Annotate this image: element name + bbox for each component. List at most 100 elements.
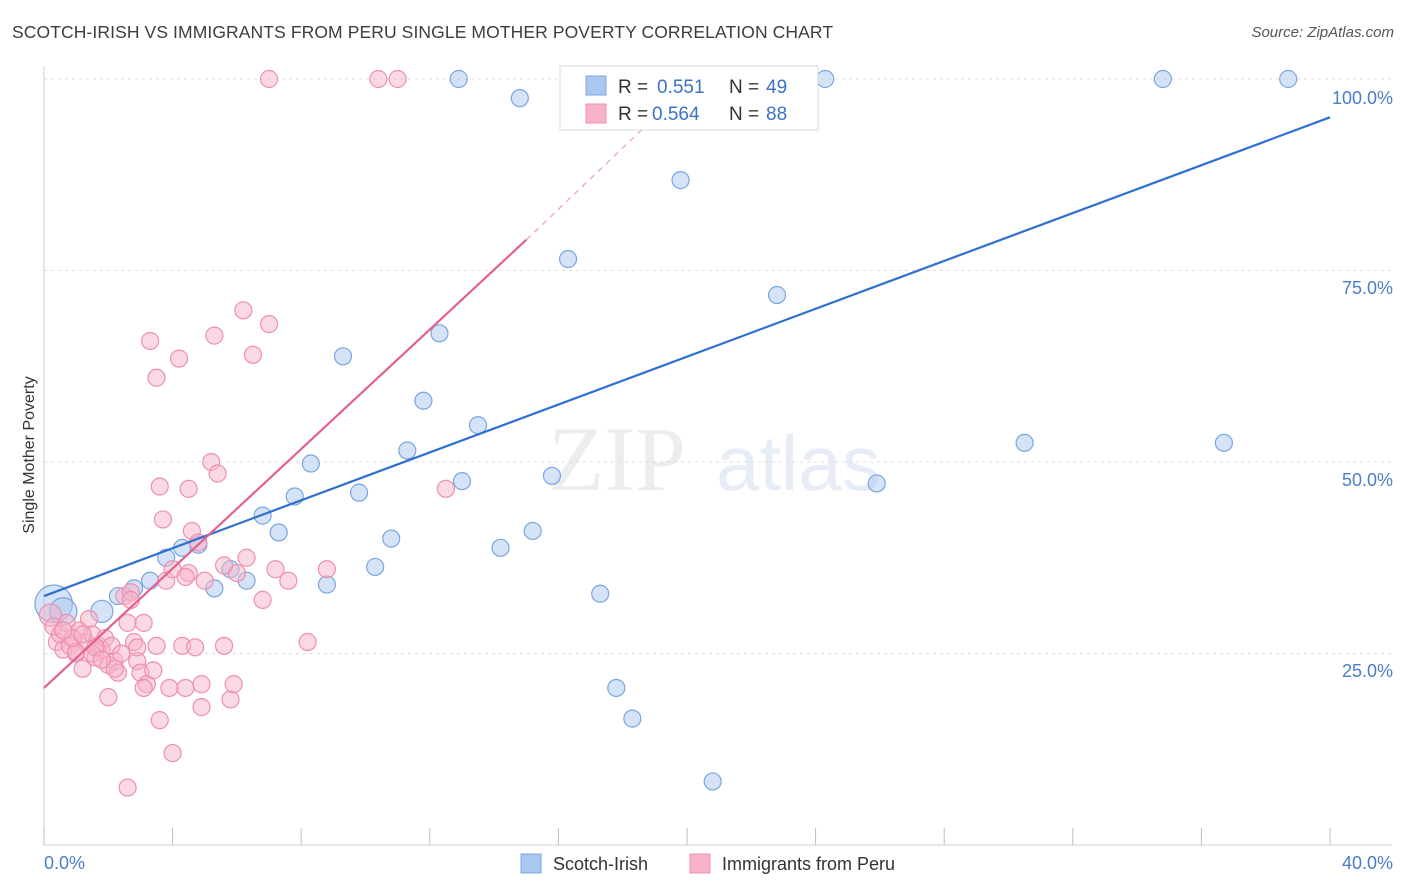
data-point [134,613,153,632]
data-point [349,483,369,502]
data-point [153,510,173,529]
data-point [398,441,417,460]
data-point [105,659,124,678]
data-point [369,69,388,89]
legend-n-label-1: N = [729,104,759,125]
legend-r-label-0: R = [618,77,648,98]
data-point [491,538,510,557]
chart-title: SCOTCH-IRISH VS IMMIGRANTS FROM PERU SIN… [12,22,834,42]
legend-r-value-0: 0.551 [657,77,705,98]
trend-line-1 [43,239,527,689]
data-point [430,324,449,343]
data-point [1153,69,1172,89]
data-point [224,675,243,694]
watermark-zip: ZIP [548,408,686,510]
y-axis-label: Single Mother Poverty [21,376,38,533]
data-point [208,464,227,483]
data-point [301,454,320,473]
trend-line-0 [43,116,1331,598]
data-point [147,368,166,387]
data-point [214,636,234,655]
legend-n-label-0: N = [729,77,759,98]
data-point [317,575,337,594]
data-point [767,285,787,305]
data-point [607,678,626,698]
axes [43,66,1392,846]
data-point [449,69,468,89]
data-point [703,772,722,791]
data-point [134,678,153,698]
data-point [147,636,166,655]
data-point [221,690,240,709]
y-tick-75: 75.0% [1342,278,1393,298]
data-point [867,474,886,493]
data-point [163,743,182,763]
data-point [333,347,353,366]
legend-r-value-1: 0.564 [652,104,700,125]
data-point [269,523,288,542]
data-point [140,571,160,590]
data-point [436,479,455,498]
data-point [414,391,433,410]
data-point [92,650,111,669]
legend-box: R = 0.551 N = 49 R = 0.564 N = 88 [559,65,819,131]
legend-n-value-1: 88 [766,104,787,125]
data-point [144,661,163,680]
data-point [259,315,279,334]
data-point [1279,69,1298,89]
data-point [192,698,211,717]
legend-swatch-peru [585,103,607,124]
data-point [279,571,298,590]
legend-swatch-scotch-irish [585,75,607,96]
data-point [237,548,256,567]
data-point [510,89,529,108]
watermark: ZIP atlas [548,408,881,510]
grid [44,78,1392,654]
data-point [150,477,169,496]
data-point [99,688,118,707]
data-point [205,326,224,345]
bottom-legend: Scotch-Irish Immigrants from Peru [520,853,895,874]
bottom-legend-label-scotch-irish: Scotch-Irish [553,854,648,874]
data-point [192,675,211,694]
data-point [176,678,195,698]
data-point [452,472,472,491]
data-point [195,571,214,590]
legend-n-value-0: 49 [766,77,787,98]
source-label: Source: ZipAtlas.com [1251,24,1394,41]
data-point [623,709,642,728]
data-point [266,560,285,579]
watermark-atlas: atlas [716,419,881,507]
data-point [591,584,610,603]
legend-r-label-1: R = [618,104,648,125]
data-point [118,778,137,797]
data-point [259,69,279,89]
data-point [234,301,253,320]
y-tick-25: 25.0% [1342,661,1393,681]
data-point [214,556,234,575]
data-point [298,632,317,652]
y-tick-50: 50.0% [1342,470,1393,490]
y-tick-100: 100.0% [1332,88,1393,108]
data-point [1015,433,1034,452]
data-point [140,331,160,351]
data-point [1214,433,1234,452]
data-point [150,711,169,730]
data-point [128,638,147,657]
trend-lines [43,101,1331,689]
data-point [382,529,401,548]
data-point [523,521,542,541]
data-point [73,659,92,678]
data-point [317,560,337,579]
data-point [179,479,198,498]
data-point [253,590,272,609]
data-point [366,557,385,577]
data-point [176,567,195,587]
data-point [54,621,73,640]
data-point [671,171,690,190]
x-tick-min: 0.0% [44,853,85,873]
bottom-legend-label-peru: Immigrants from Peru [722,854,895,874]
data-point [816,69,835,89]
peru-points [38,69,455,797]
data-point [243,345,263,364]
